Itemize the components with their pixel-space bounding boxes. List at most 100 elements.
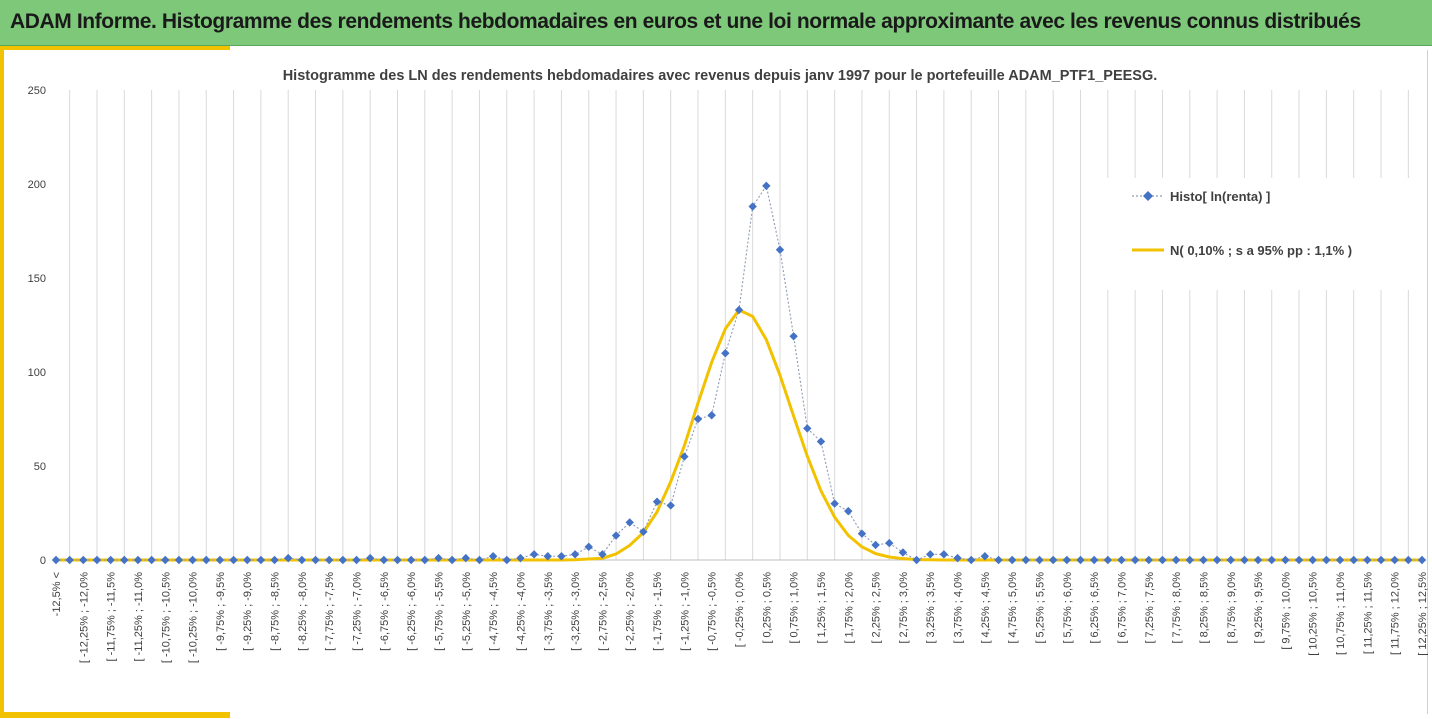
histogram-point	[65, 555, 74, 565]
histogram-point	[147, 555, 156, 565]
histogram-point	[734, 305, 744, 315]
x-tick-label: [ 4,25% ; 4,5%	[980, 572, 992, 644]
histogram-point	[953, 553, 962, 563]
histogram-point	[529, 550, 539, 559]
histogram-point	[652, 497, 662, 506]
histogram-point	[557, 552, 566, 561]
x-tick-label: [ 11,25% ; 11,5%	[1362, 572, 1374, 654]
histogram-point	[243, 555, 252, 565]
histogram-point	[161, 555, 170, 565]
histogram-point	[625, 518, 634, 527]
histogram-point	[1376, 555, 1386, 565]
histogram-point	[229, 555, 238, 565]
histogram-point	[844, 506, 853, 516]
histogram-point	[816, 437, 826, 446]
histogram-point	[994, 555, 1003, 565]
histogram-point	[666, 501, 675, 510]
histogram-point	[693, 414, 703, 424]
page-title: ADAM Informe. Histogramme des rendements…	[10, 10, 1361, 33]
x-tick-label: [ 3,25% ; 3,5%	[925, 572, 937, 644]
accent-bar-top	[0, 46, 230, 50]
histogram-point	[1062, 555, 1072, 565]
histogram-point	[284, 553, 293, 563]
x-tick-label: [ 3,75% ; 4,0%	[953, 572, 965, 644]
x-tick-label: [ 11,75% ; 12,0%	[1390, 572, 1402, 655]
histogram-point	[120, 555, 129, 565]
x-tick-label: [ 8,75% ; 9,0%	[1226, 572, 1238, 644]
histogram-point	[1226, 555, 1235, 565]
histogram-point	[1103, 555, 1113, 565]
histogram-point	[939, 550, 949, 559]
x-tick-label: [ -8,25% ; -8,0%	[297, 572, 309, 651]
histogram-point	[1322, 555, 1331, 565]
histogram-point	[871, 540, 880, 550]
x-tick-label: [ 5,25% ; 5,5%	[1035, 572, 1047, 644]
histogram-point	[297, 555, 307, 565]
x-tick-label: [ -5,75% ; -5,5%	[433, 572, 445, 651]
histogram-point	[584, 542, 593, 552]
x-tick-label: [ -0,25% ; 0,0%	[734, 572, 746, 647]
histogram-point	[1144, 555, 1153, 565]
legend-histo-swatch-marker	[1143, 191, 1153, 201]
histogram-point	[885, 538, 894, 548]
x-tick-label: [ 2,25% ; 2,5%	[871, 572, 883, 644]
y-tick-label: 0	[40, 555, 46, 567]
histogram-point	[857, 529, 867, 538]
legend-background	[1082, 178, 1422, 290]
x-tick-label: [ -7,25% ; -7,0%	[352, 572, 364, 651]
legend-histo-label: Histo[ ln(renta) ]	[1170, 189, 1270, 204]
x-tick-label: [ -11,25% ; -11,0%	[133, 572, 145, 662]
x-tick-label: [ -9,25% ; -9,0%	[242, 572, 254, 651]
x-tick-label: [ -6,75% ; -6,5%	[379, 572, 391, 651]
histogram-point	[967, 555, 976, 565]
x-tick-label: [ 10,25% ; 10,5%	[1308, 572, 1320, 656]
x-tick-label: [ -1,75% ; -1,5%	[652, 572, 664, 651]
histogram-point	[775, 245, 785, 254]
histogram-point	[1253, 555, 1263, 565]
accent-bar-bottom	[0, 712, 230, 718]
histogram-point	[92, 555, 102, 565]
histogram-point	[762, 181, 771, 191]
histogram-point	[1417, 555, 1427, 565]
histogram-point	[1021, 555, 1031, 565]
histogram-point	[1212, 555, 1222, 565]
histogram-point	[311, 555, 320, 565]
histogram-point	[980, 552, 990, 561]
histogram-point	[106, 555, 115, 565]
histogram-point	[406, 555, 416, 565]
x-tick-label: [ -4,25% ; -4,0%	[515, 572, 527, 651]
histogram-point	[202, 555, 211, 565]
y-tick-label: 250	[28, 85, 46, 97]
histogram-point	[803, 424, 812, 433]
histogram-point	[1117, 555, 1126, 565]
histogram-point	[789, 332, 798, 341]
histogram-point	[1158, 555, 1167, 565]
histogram-point	[1294, 555, 1304, 565]
histogram-point	[598, 550, 607, 559]
histogram-point	[256, 555, 266, 565]
histogram-point	[748, 202, 757, 211]
x-tick-label: [ -2,25% ; -2,0%	[625, 572, 637, 651]
x-tick-label: [ 7,75% ; 8,0%	[1171, 572, 1183, 644]
histogram-point	[174, 555, 184, 565]
histogram-point	[707, 411, 716, 420]
x-tick-label: [ 6,25% ; 6,5%	[1089, 572, 1101, 644]
x-tick-label: [ 2,75% ; 3,0%	[898, 572, 910, 644]
x-axis: -12,5% < [ -12,25% ; -12,0% [ -11,75% ; -1…	[51, 572, 1429, 663]
x-tick-label: [ 8,25% ; 8,5%	[1198, 572, 1210, 644]
x-tick-label: [ -5,25% ; -5,0%	[461, 572, 473, 651]
histogram-point	[516, 553, 525, 563]
x-tick-label: [ -6,25% ; -6,0%	[406, 572, 418, 651]
histogram-point	[447, 555, 457, 565]
histogram-point	[1363, 555, 1372, 565]
histogram-point	[611, 531, 621, 540]
histogram-point	[488, 552, 498, 561]
x-tick-label: [ 12,25% ; 12,5%	[1417, 572, 1428, 656]
histogram-point	[1281, 555, 1290, 565]
histogram-point	[420, 555, 430, 565]
y-tick-label: 150	[28, 273, 46, 285]
histogram-point	[215, 555, 225, 565]
histogram-point	[1199, 555, 1208, 565]
histogram-point	[133, 555, 143, 565]
x-tick-label: [ 9,25% ; 9,5%	[1253, 572, 1265, 644]
